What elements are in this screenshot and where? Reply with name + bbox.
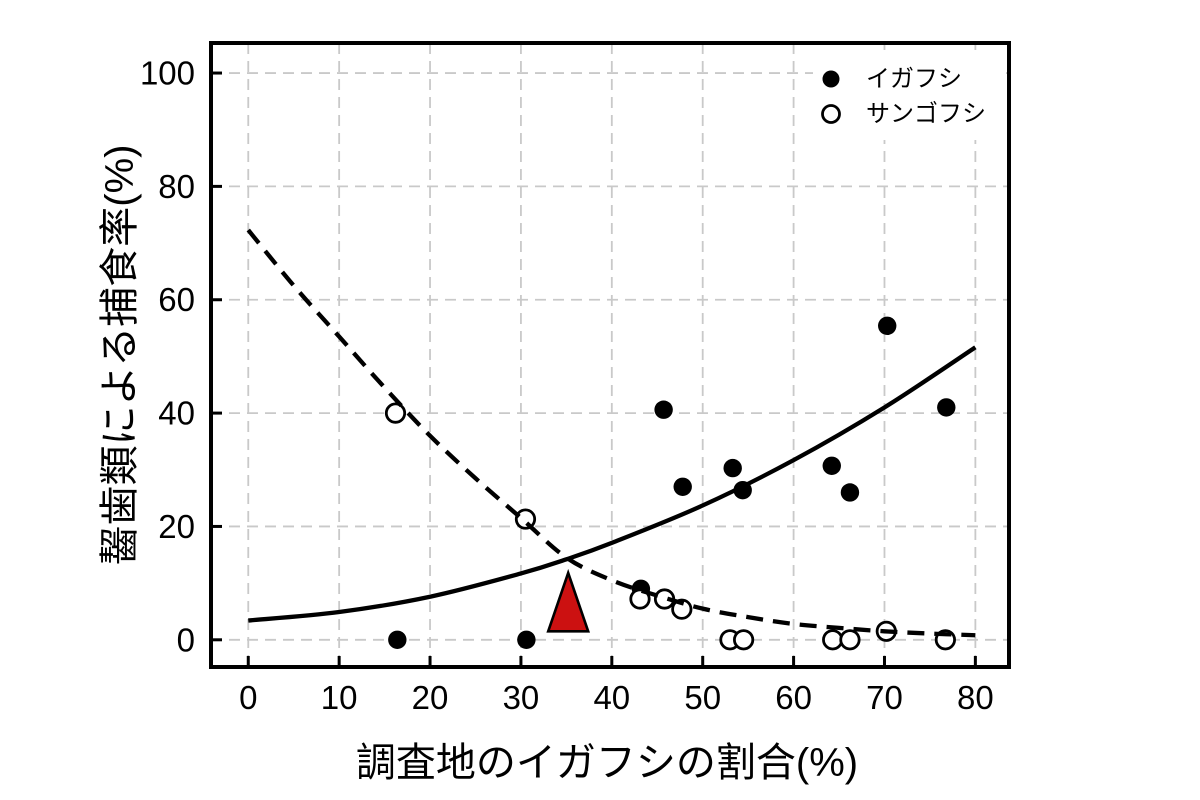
x-tick-label: 30 [503, 679, 540, 716]
igafushi-trend-curve [248, 345, 977, 623]
plot-frame [209, 41, 1011, 669]
x-tick-label: 20 [412, 679, 449, 716]
y-tick-label: 0 [177, 621, 195, 658]
data-point-open-circle [839, 629, 861, 651]
data-point-filled-circle [388, 630, 407, 649]
tick-labels: 0 10 20 30 40 50 60 70 80 0 20 40 60 80 100 [140, 55, 994, 716]
legend-open-circle-icon [821, 104, 841, 124]
y-tick-label: 60 [158, 281, 195, 318]
data-point-filled-circle [878, 316, 897, 336]
data-point-filled-circle [840, 483, 860, 502]
sangofushi-trend-curve [246, 228, 976, 638]
data-point-open-circle [822, 629, 844, 651]
legend: イガフシ サンゴフシ [821, 66, 986, 128]
scatter-points [384, 316, 956, 651]
y-tick-label: 20 [158, 508, 195, 545]
data-point-filled-circle [654, 400, 673, 419]
data-point-open-circle [629, 588, 651, 610]
data-point-filled-circle [723, 458, 742, 478]
data-point-open-circle [733, 629, 755, 651]
x-tick-label: 60 [775, 679, 812, 716]
legend-label-igafushi: イガフシ [866, 66, 962, 93]
legend-background [813, 50, 1006, 140]
data-point-filled-circle [673, 477, 692, 496]
legend-filled-circle-icon [822, 70, 840, 88]
legend-label-sangofushi: サンゴフシ [866, 101, 986, 128]
x-tick-label: 70 [866, 679, 903, 716]
threshold-triangle-marker [546, 568, 591, 633]
x-tick-label: 40 [593, 679, 630, 716]
data-point-filled-circle [937, 398, 956, 417]
x-tick-label: 0 [239, 679, 257, 716]
gridlines [211, 43, 1009, 667]
y-tick-label: 80 [158, 168, 195, 205]
data-point-filled-circle [517, 630, 536, 649]
x-tick-label: 80 [957, 679, 994, 716]
data-point-open-circle [671, 598, 693, 620]
trend-curves [246, 228, 977, 638]
y-tick-label: 40 [158, 395, 195, 432]
y-tick-label: 100 [140, 55, 195, 92]
axis-ticks [211, 71, 977, 667]
x-tick-label: 10 [321, 679, 358, 716]
data-point-open-circle [384, 402, 407, 424]
data-point-filled-circle [822, 456, 841, 476]
x-tick-label: 50 [684, 679, 721, 716]
y-axis-title: 齧歯類による捕食率(%) [98, 144, 142, 565]
x-axis-title: 調査地のイガフシの割合(%) [356, 741, 858, 785]
